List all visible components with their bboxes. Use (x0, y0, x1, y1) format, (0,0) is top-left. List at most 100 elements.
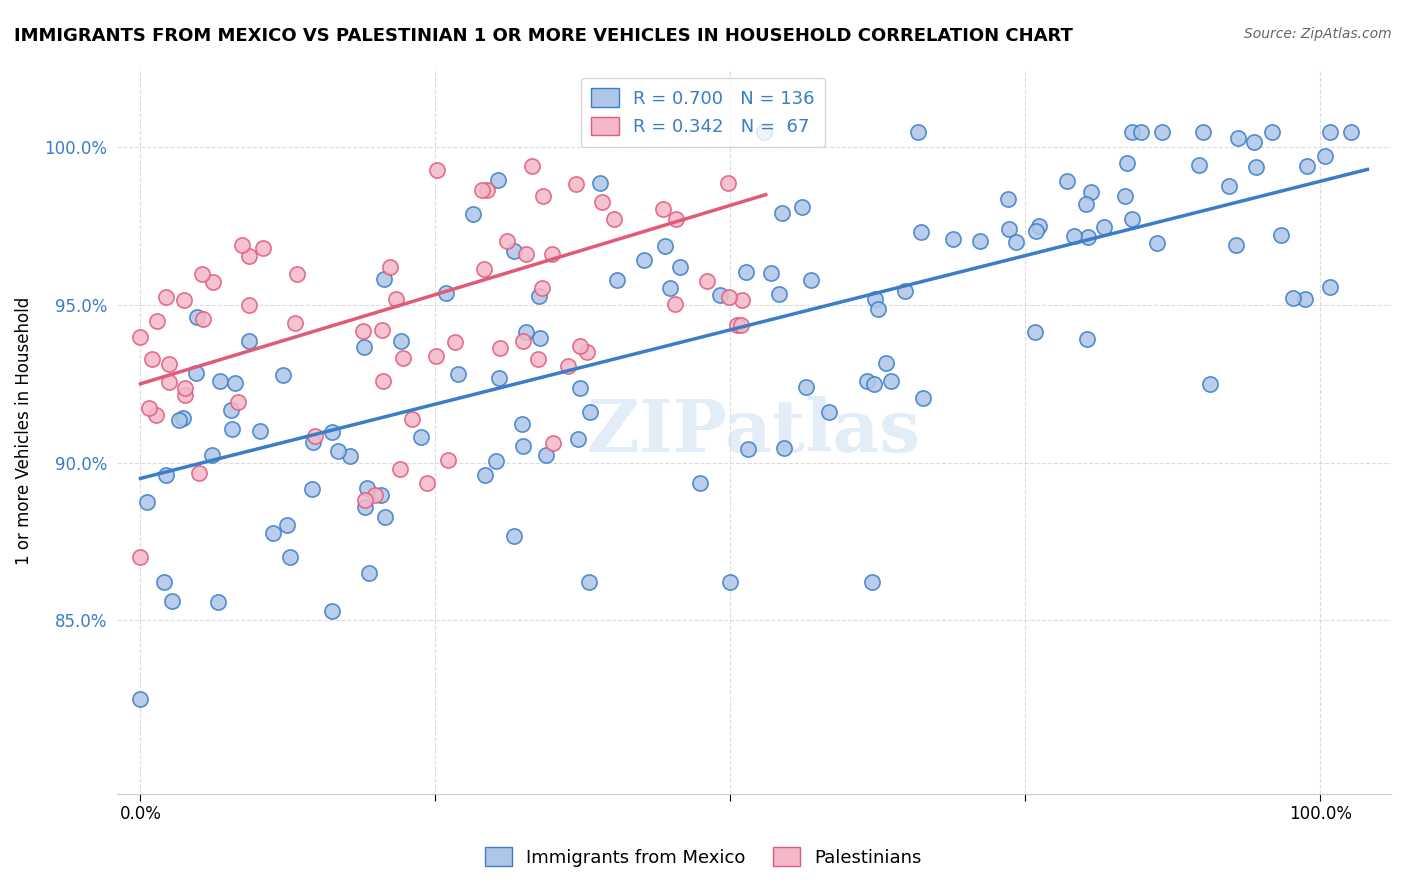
Immigrants from Mexico (1319, 280, 1341, 294)
Palestinians (190, 267, 212, 281)
Palestinians (475, 183, 498, 197)
Immigrants from Mexico (579, 405, 602, 419)
Palestinians (173, 388, 195, 402)
Immigrants from Mexico (136, 494, 159, 508)
Immigrants from Mexico (1024, 326, 1046, 340)
Immigrants from Mexico (768, 287, 790, 301)
Immigrants from Mexico (669, 260, 692, 275)
Palestinians (425, 349, 447, 363)
Palestinians (664, 296, 686, 310)
Immigrants from Mexico (503, 528, 526, 542)
Immigrants from Mexico (860, 575, 883, 590)
Immigrants from Mexico (474, 468, 496, 483)
Legend: R = 0.700   N = 136, R = 0.342   N =  67: R = 0.700 N = 136, R = 0.342 N = 67 (581, 78, 825, 147)
Immigrants from Mexico (1076, 333, 1098, 347)
Immigrants from Mexico (606, 272, 628, 286)
Immigrants from Mexico (529, 289, 551, 303)
Immigrants from Mexico (792, 200, 814, 214)
Immigrants from Mexico (589, 177, 612, 191)
Immigrants from Mexico (910, 225, 932, 239)
Immigrants from Mexico (969, 234, 991, 248)
Palestinians (541, 435, 564, 450)
Immigrants from Mexico (129, 692, 152, 706)
Immigrants from Mexico (354, 500, 377, 515)
Immigrants from Mexico (735, 264, 758, 278)
Palestinians (129, 550, 152, 565)
Immigrants from Mexico (737, 442, 759, 456)
Palestinians (363, 488, 385, 502)
Palestinians (520, 159, 543, 173)
Immigrants from Mexico (1244, 160, 1267, 174)
Text: Source: ZipAtlas.com: Source: ZipAtlas.com (1244, 27, 1392, 41)
Immigrants from Mexico (512, 439, 534, 453)
Palestinians (238, 249, 260, 263)
Immigrants from Mexico (328, 443, 350, 458)
Palestinians (391, 351, 413, 365)
Palestinians (373, 375, 395, 389)
Palestinians (426, 162, 449, 177)
Immigrants from Mexico (659, 281, 682, 295)
Immigrants from Mexico (301, 482, 323, 496)
Immigrants from Mexico (1296, 159, 1319, 173)
Immigrants from Mexico (894, 284, 917, 298)
Immigrants from Mexico (1198, 376, 1220, 391)
Immigrants from Mexico (761, 267, 783, 281)
Immigrants from Mexico (1294, 292, 1316, 306)
Palestinians (401, 412, 423, 426)
Immigrants from Mexico (567, 432, 589, 446)
Immigrants from Mexico (818, 405, 841, 419)
Palestinians (231, 237, 253, 252)
Immigrants from Mexico (411, 430, 433, 444)
Immigrants from Mexico (863, 377, 886, 392)
Immigrants from Mexico (219, 402, 242, 417)
Immigrants from Mexico (569, 381, 592, 395)
Palestinians (665, 211, 688, 226)
Palestinians (512, 334, 534, 349)
Immigrants from Mexico (224, 376, 246, 390)
Palestinians (188, 466, 211, 480)
Immigrants from Mexico (1225, 238, 1247, 252)
Palestinians (145, 408, 167, 422)
Immigrants from Mexico (184, 366, 207, 380)
Immigrants from Mexico (389, 334, 412, 348)
Immigrants from Mexico (153, 575, 176, 590)
Immigrants from Mexico (800, 273, 823, 287)
Immigrants from Mexico (373, 272, 395, 286)
Immigrants from Mexico (1121, 211, 1143, 226)
Palestinians (718, 290, 741, 304)
Immigrants from Mexico (276, 517, 298, 532)
Palestinians (138, 401, 160, 415)
Immigrants from Mexico (654, 238, 676, 252)
Immigrants from Mexico (1004, 235, 1026, 249)
Immigrants from Mexico (278, 550, 301, 565)
Y-axis label: 1 or more Vehicles in Household: 1 or more Vehicles in Household (15, 297, 32, 566)
Immigrants from Mexico (997, 192, 1019, 206)
Palestinians (526, 352, 548, 367)
Immigrants from Mexico (209, 374, 232, 388)
Palestinians (696, 274, 718, 288)
Palestinians (495, 234, 517, 248)
Immigrants from Mexico (515, 325, 537, 339)
Palestinians (591, 195, 613, 210)
Immigrants from Mexico (794, 379, 817, 393)
Immigrants from Mexico (488, 371, 510, 385)
Immigrants from Mexico (486, 173, 509, 187)
Immigrants from Mexico (221, 422, 243, 436)
Immigrants from Mexico (201, 448, 224, 462)
Immigrants from Mexico (1188, 158, 1211, 172)
Immigrants from Mexico (536, 449, 558, 463)
Immigrants from Mexico (998, 222, 1021, 236)
Palestinians (378, 260, 401, 275)
Immigrants from Mexico (863, 292, 886, 306)
Immigrants from Mexico (1243, 135, 1265, 149)
Palestinians (157, 376, 180, 390)
Palestinians (489, 341, 512, 355)
Immigrants from Mexico (434, 286, 457, 301)
Immigrants from Mexico (359, 566, 381, 580)
Palestinians (471, 183, 494, 197)
Immigrants from Mexico (302, 434, 325, 449)
Palestinians (576, 345, 599, 359)
Palestinians (226, 395, 249, 409)
Palestinians (252, 241, 274, 255)
Immigrants from Mexico (485, 454, 508, 468)
